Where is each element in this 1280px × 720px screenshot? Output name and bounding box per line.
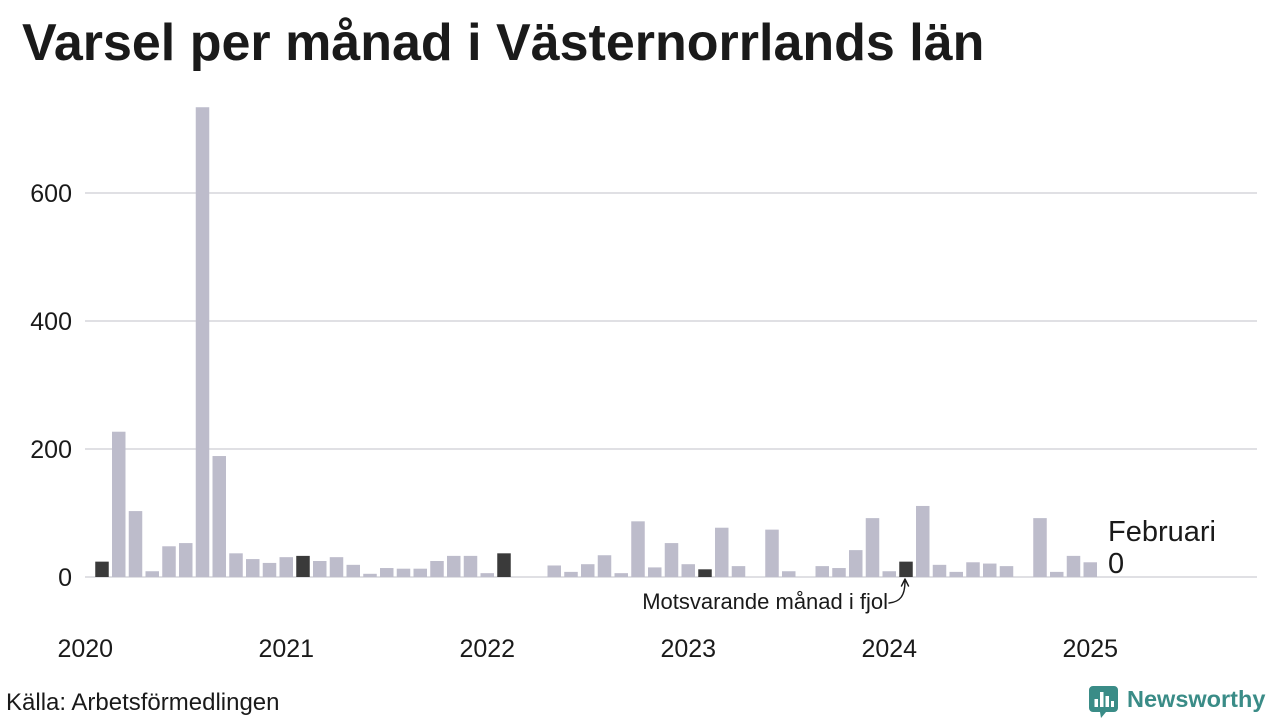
bar xyxy=(832,568,846,577)
bar xyxy=(480,573,494,577)
bar xyxy=(949,571,963,577)
bar xyxy=(614,573,628,577)
bar xyxy=(916,505,930,577)
brand-name: Newsworthy xyxy=(1127,686,1265,712)
bar xyxy=(145,571,159,577)
y-tick-label: 400 xyxy=(30,308,72,336)
x-tick-label: 2025 xyxy=(1062,635,1118,663)
bar xyxy=(195,107,210,578)
bar xyxy=(128,511,143,577)
bar-highlight xyxy=(95,561,109,577)
bar xyxy=(966,562,980,577)
y-tick-label: 0 xyxy=(58,564,72,592)
source-label: Källa: Arbetsförmedlingen xyxy=(6,689,280,716)
bar xyxy=(229,553,243,577)
latest-value-label: 0 xyxy=(1108,548,1124,580)
bar xyxy=(112,431,126,577)
bar xyxy=(648,567,662,577)
bar xyxy=(815,566,829,577)
bar xyxy=(1066,555,1081,577)
x-tick-label: 2021 xyxy=(258,635,314,663)
y-tick-label: 200 xyxy=(30,436,72,464)
bar xyxy=(179,543,193,577)
x-axis: 2020 2021 2022 2023 2024 2025 xyxy=(57,635,1118,663)
x-tick-label: 2024 xyxy=(861,635,917,663)
bar xyxy=(547,565,561,577)
bar xyxy=(564,571,578,577)
bar xyxy=(413,568,427,577)
bar xyxy=(396,568,411,577)
x-tick-label: 2023 xyxy=(660,635,716,663)
bar xyxy=(329,557,344,577)
bar xyxy=(765,529,779,577)
annotation-arrow xyxy=(888,578,910,604)
bar xyxy=(782,571,796,577)
x-tick-label: 2020 xyxy=(57,635,113,663)
bar xyxy=(279,557,293,577)
bar xyxy=(1083,562,1097,577)
bar xyxy=(380,568,394,577)
bar-highlight xyxy=(497,553,511,577)
logo-bar xyxy=(1094,699,1098,707)
logo-bar xyxy=(1105,696,1109,707)
logo-bar xyxy=(1111,701,1114,707)
chart-title: Varsel per månad i Västernorrlands län xyxy=(22,14,984,72)
logo-bar xyxy=(1100,692,1104,707)
bar xyxy=(597,555,612,577)
bar xyxy=(882,571,896,577)
bar xyxy=(715,527,729,577)
latest-month-label: Februari xyxy=(1108,516,1216,548)
bar xyxy=(212,456,226,577)
bar xyxy=(983,563,997,577)
bar xyxy=(664,543,679,577)
bar xyxy=(463,555,478,577)
bar xyxy=(681,564,695,577)
x-tick-label: 2022 xyxy=(459,635,515,663)
bar xyxy=(162,546,176,577)
bar xyxy=(999,566,1014,577)
bar-highlight xyxy=(698,569,712,577)
bar xyxy=(1033,518,1047,577)
bar xyxy=(313,561,327,577)
bar-highlight xyxy=(899,561,913,577)
bar xyxy=(849,550,863,577)
bar xyxy=(865,518,880,577)
bar xyxy=(731,566,746,577)
bar xyxy=(363,573,377,577)
bar xyxy=(581,564,595,577)
bar xyxy=(1050,571,1064,577)
bars xyxy=(95,107,1097,578)
bar xyxy=(346,564,360,577)
bar xyxy=(447,555,461,577)
bar xyxy=(430,561,444,577)
newsworthy-logo-icon xyxy=(1089,686,1118,718)
bar xyxy=(631,521,645,577)
bar-highlight xyxy=(296,555,310,577)
bar xyxy=(932,564,947,577)
y-tick-label: 600 xyxy=(30,180,72,208)
bar xyxy=(262,562,277,577)
bar xyxy=(246,559,260,577)
previous-year-annotation: Motsvarande månad i fjol xyxy=(642,589,888,614)
